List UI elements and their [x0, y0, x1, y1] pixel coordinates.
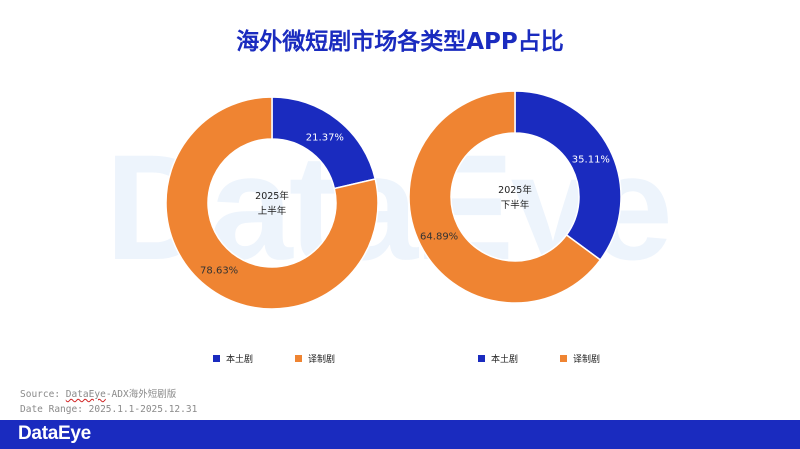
legend-label-translated: 译制剧 [573, 354, 601, 365]
donut-chart-h2: 35.11% 64.89% 2025年 下半年 [408, 90, 622, 304]
center-label-line2-h1: 上半年 [258, 205, 287, 217]
legend-label-translated: 译制剧 [308, 354, 336, 365]
source-line: Source: DataEye-ADX海外短剧版 [20, 389, 177, 400]
legend-swatch-translated [295, 354, 303, 362]
legend-label-local: 本土剧 [226, 354, 254, 365]
legend-swatch-local [213, 354, 220, 362]
footer-bar: DataEye [0, 420, 800, 449]
date-range-line: Date Range: 2025.1.1-2025.12.31 [20, 404, 198, 415]
source-note: Source: DataEye-ADX海外短剧版 Date Range: 202… [20, 387, 197, 417]
legend-item-translated-h2: 译制剧 [560, 352, 600, 365]
legend-h1: 本土剧 译制剧 [213, 351, 377, 365]
footer-logo: DataEye [18, 423, 91, 444]
legend-item-local-h1: 本土剧 [213, 352, 253, 365]
legend-swatch-local [478, 354, 485, 362]
legend-swatch-translated [560, 354, 568, 362]
slice-local-h2 [514, 90, 622, 261]
data-label-translated-h1: 78.63% [200, 266, 238, 277]
legend-item-translated-h1: 译制剧 [295, 352, 335, 365]
legend-h2: 本土剧 译制剧 [478, 351, 642, 365]
slice-translated-h1 [165, 96, 379, 310]
legend-label-local: 本土剧 [491, 354, 519, 365]
legend-item-local-h2: 本土剧 [478, 352, 518, 365]
slice-translated-h2 [408, 90, 602, 304]
center-label-line1-h1: 2025年 [255, 190, 289, 202]
data-label-translated-h2: 64.89% [420, 231, 458, 242]
center-label-line1-h2: 2025年 [498, 184, 532, 196]
data-label-local-h1: 21.37% [306, 132, 344, 143]
center-label-line2-h2: 下半年 [501, 199, 530, 211]
data-label-local-h2: 35.11% [572, 155, 610, 166]
chart-title: 海外微短剧市场各类型APP占比 [236, 29, 564, 55]
donut-chart-h1: 21.37% 78.63% 2025年 上半年 [165, 96, 379, 310]
